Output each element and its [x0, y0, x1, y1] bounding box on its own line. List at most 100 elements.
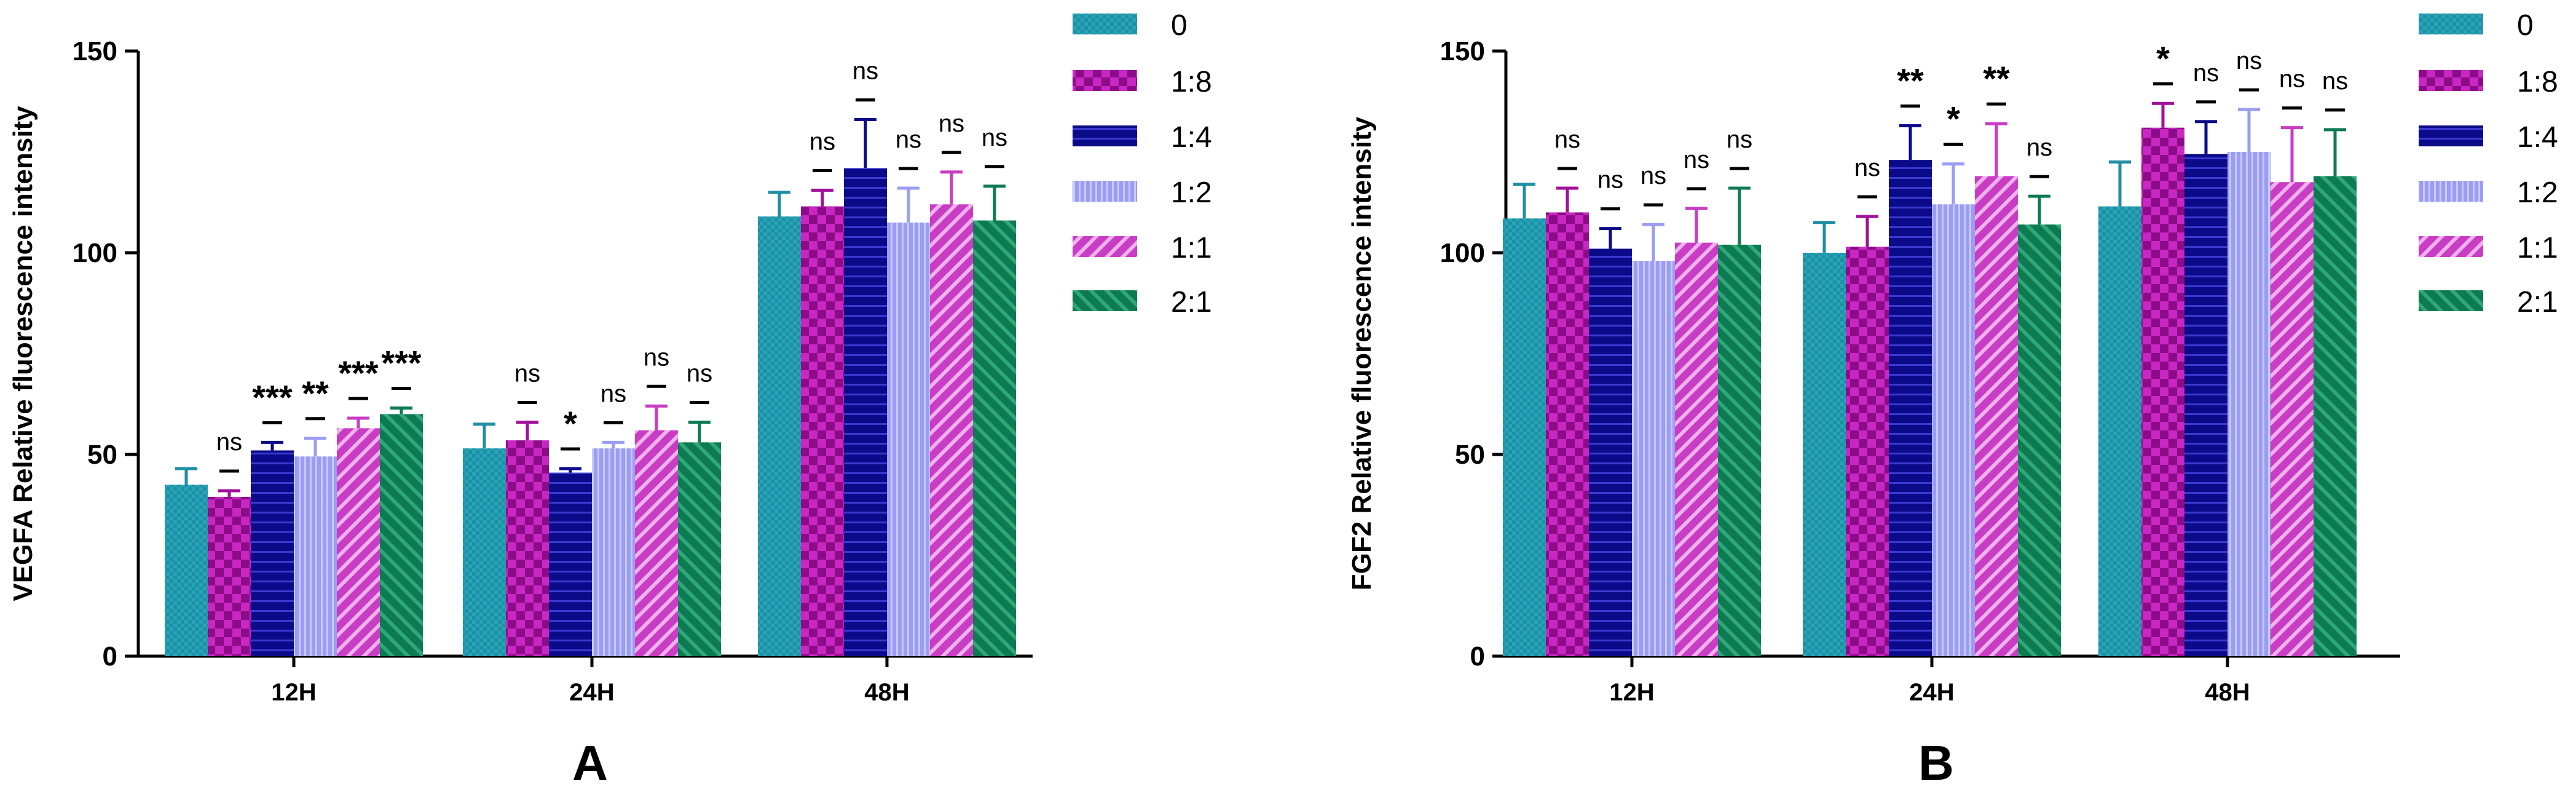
significance-label: * [564, 404, 577, 443]
y-axis-title: VEGFA Relative fluorescence intensity [8, 106, 38, 601]
bar [678, 442, 721, 656]
x-tick-label: 24H [1909, 679, 1954, 706]
bar [337, 428, 380, 656]
bar [592, 448, 635, 656]
significance-label: ** [1983, 59, 2010, 98]
bar [1675, 242, 1718, 657]
significance-label: ns [1641, 162, 1666, 189]
bar [930, 204, 973, 656]
significance-label: ** [302, 374, 329, 413]
significance-label: ns [1854, 154, 1880, 181]
legend-label: 1:2 [1171, 176, 1212, 209]
bar [1846, 247, 1889, 656]
significance-label: ns [2322, 68, 2348, 95]
y-tick-label: 50 [1455, 440, 1485, 470]
y-tick-label: 50 [87, 440, 117, 470]
significance-label: ns [982, 124, 1007, 151]
y-tick-label: 150 [1440, 36, 1485, 66]
significance-label: *** [252, 378, 293, 416]
legend-label: 0 [2517, 9, 2534, 42]
panel-b: 0 50 100 150 FGF2 Relative fluorescence inte… [1347, 9, 2558, 789]
bar [2141, 127, 2184, 656]
bar [463, 448, 506, 656]
legend-swatch [1073, 290, 1137, 311]
bar [251, 450, 294, 656]
bar [887, 222, 930, 656]
bar [2184, 154, 2227, 656]
bar [1503, 218, 1546, 656]
legend-label: 2:1 [2517, 286, 2558, 319]
legend-swatch [1073, 236, 1137, 257]
significance-label: ns [896, 126, 921, 153]
bar [2271, 182, 2314, 656]
legend-label: 0 [1171, 9, 1188, 42]
legend-label: 1:4 [1171, 121, 1212, 154]
bar [2098, 206, 2141, 656]
significance-label: ** [1897, 61, 1924, 100]
bar [1889, 160, 1932, 656]
panel-letter: B [1918, 735, 1954, 789]
significance-label: ns [644, 344, 669, 371]
bar [1589, 248, 1632, 656]
legend-swatch [1073, 181, 1137, 202]
legend-swatch [1073, 14, 1137, 34]
bar [1632, 261, 1675, 656]
significance-label: ns [809, 128, 835, 155]
legend-label: 1:2 [2517, 176, 2558, 209]
significance-label: * [2156, 39, 2170, 77]
legend-swatch [2419, 70, 2483, 91]
x-tick-label: 12H [271, 679, 316, 706]
legend-swatch [2419, 14, 2483, 34]
legend-swatch [1073, 125, 1137, 146]
bar [1803, 253, 1846, 656]
bar [758, 216, 801, 657]
bar [506, 440, 549, 656]
significance-label: * [1947, 100, 1960, 138]
x-tick-label: 12H [1609, 679, 1654, 706]
significance-label: ns [1554, 126, 1580, 153]
legend-label: 1:8 [1171, 66, 1212, 98]
bar [549, 472, 592, 656]
bar [2227, 152, 2271, 656]
bar [2314, 176, 2357, 656]
bar [2018, 224, 2061, 657]
significance-label: ns [2027, 134, 2052, 161]
bar [380, 414, 423, 656]
bar [165, 485, 208, 656]
bar [801, 206, 844, 656]
legend-swatch [1073, 70, 1137, 91]
significance-label: *** [381, 344, 422, 383]
bar [208, 496, 251, 656]
significance-label: ns [853, 58, 878, 85]
legend-swatch [2419, 125, 2483, 146]
legend-swatch [2419, 290, 2483, 311]
panel-letter: A [572, 735, 608, 789]
bar [1932, 204, 1975, 656]
legend-label: 1:1 [1171, 232, 1212, 264]
significance-label: ns [1727, 126, 1752, 153]
y-tick-label: 0 [103, 641, 117, 672]
x-tick-label: 24H [569, 679, 614, 706]
legend-label: 1:1 [2517, 232, 2558, 264]
significance-label: ns [687, 360, 712, 387]
y-tick-label: 100 [73, 238, 117, 268]
bar [1975, 176, 2018, 656]
legend-label: 1:8 [2517, 66, 2558, 98]
panel-a: 0 50 100 150 VEGFA Relative fluorescence int… [8, 9, 1212, 789]
bar [1546, 212, 1589, 656]
y-axis-title: FGF2 Relative fluorescence intensity [1347, 116, 1377, 590]
bar [294, 456, 337, 656]
y-tick-label: 0 [1470, 641, 1485, 672]
significance-label: ns [601, 380, 626, 407]
bar [844, 168, 887, 656]
x-tick-label: 48H [2205, 679, 2250, 706]
x-tick-label: 48H [864, 679, 909, 706]
bar [1718, 244, 1761, 656]
legend-label: 2:1 [1171, 286, 1212, 319]
y-tick-label: 100 [1440, 238, 1485, 268]
legend-label: 1:4 [2517, 121, 2558, 154]
legend-swatch [2419, 181, 2483, 202]
significance-label: ns [1684, 146, 1709, 173]
significance-label: ns [1597, 167, 1623, 194]
y-tick-label: 150 [73, 36, 117, 66]
